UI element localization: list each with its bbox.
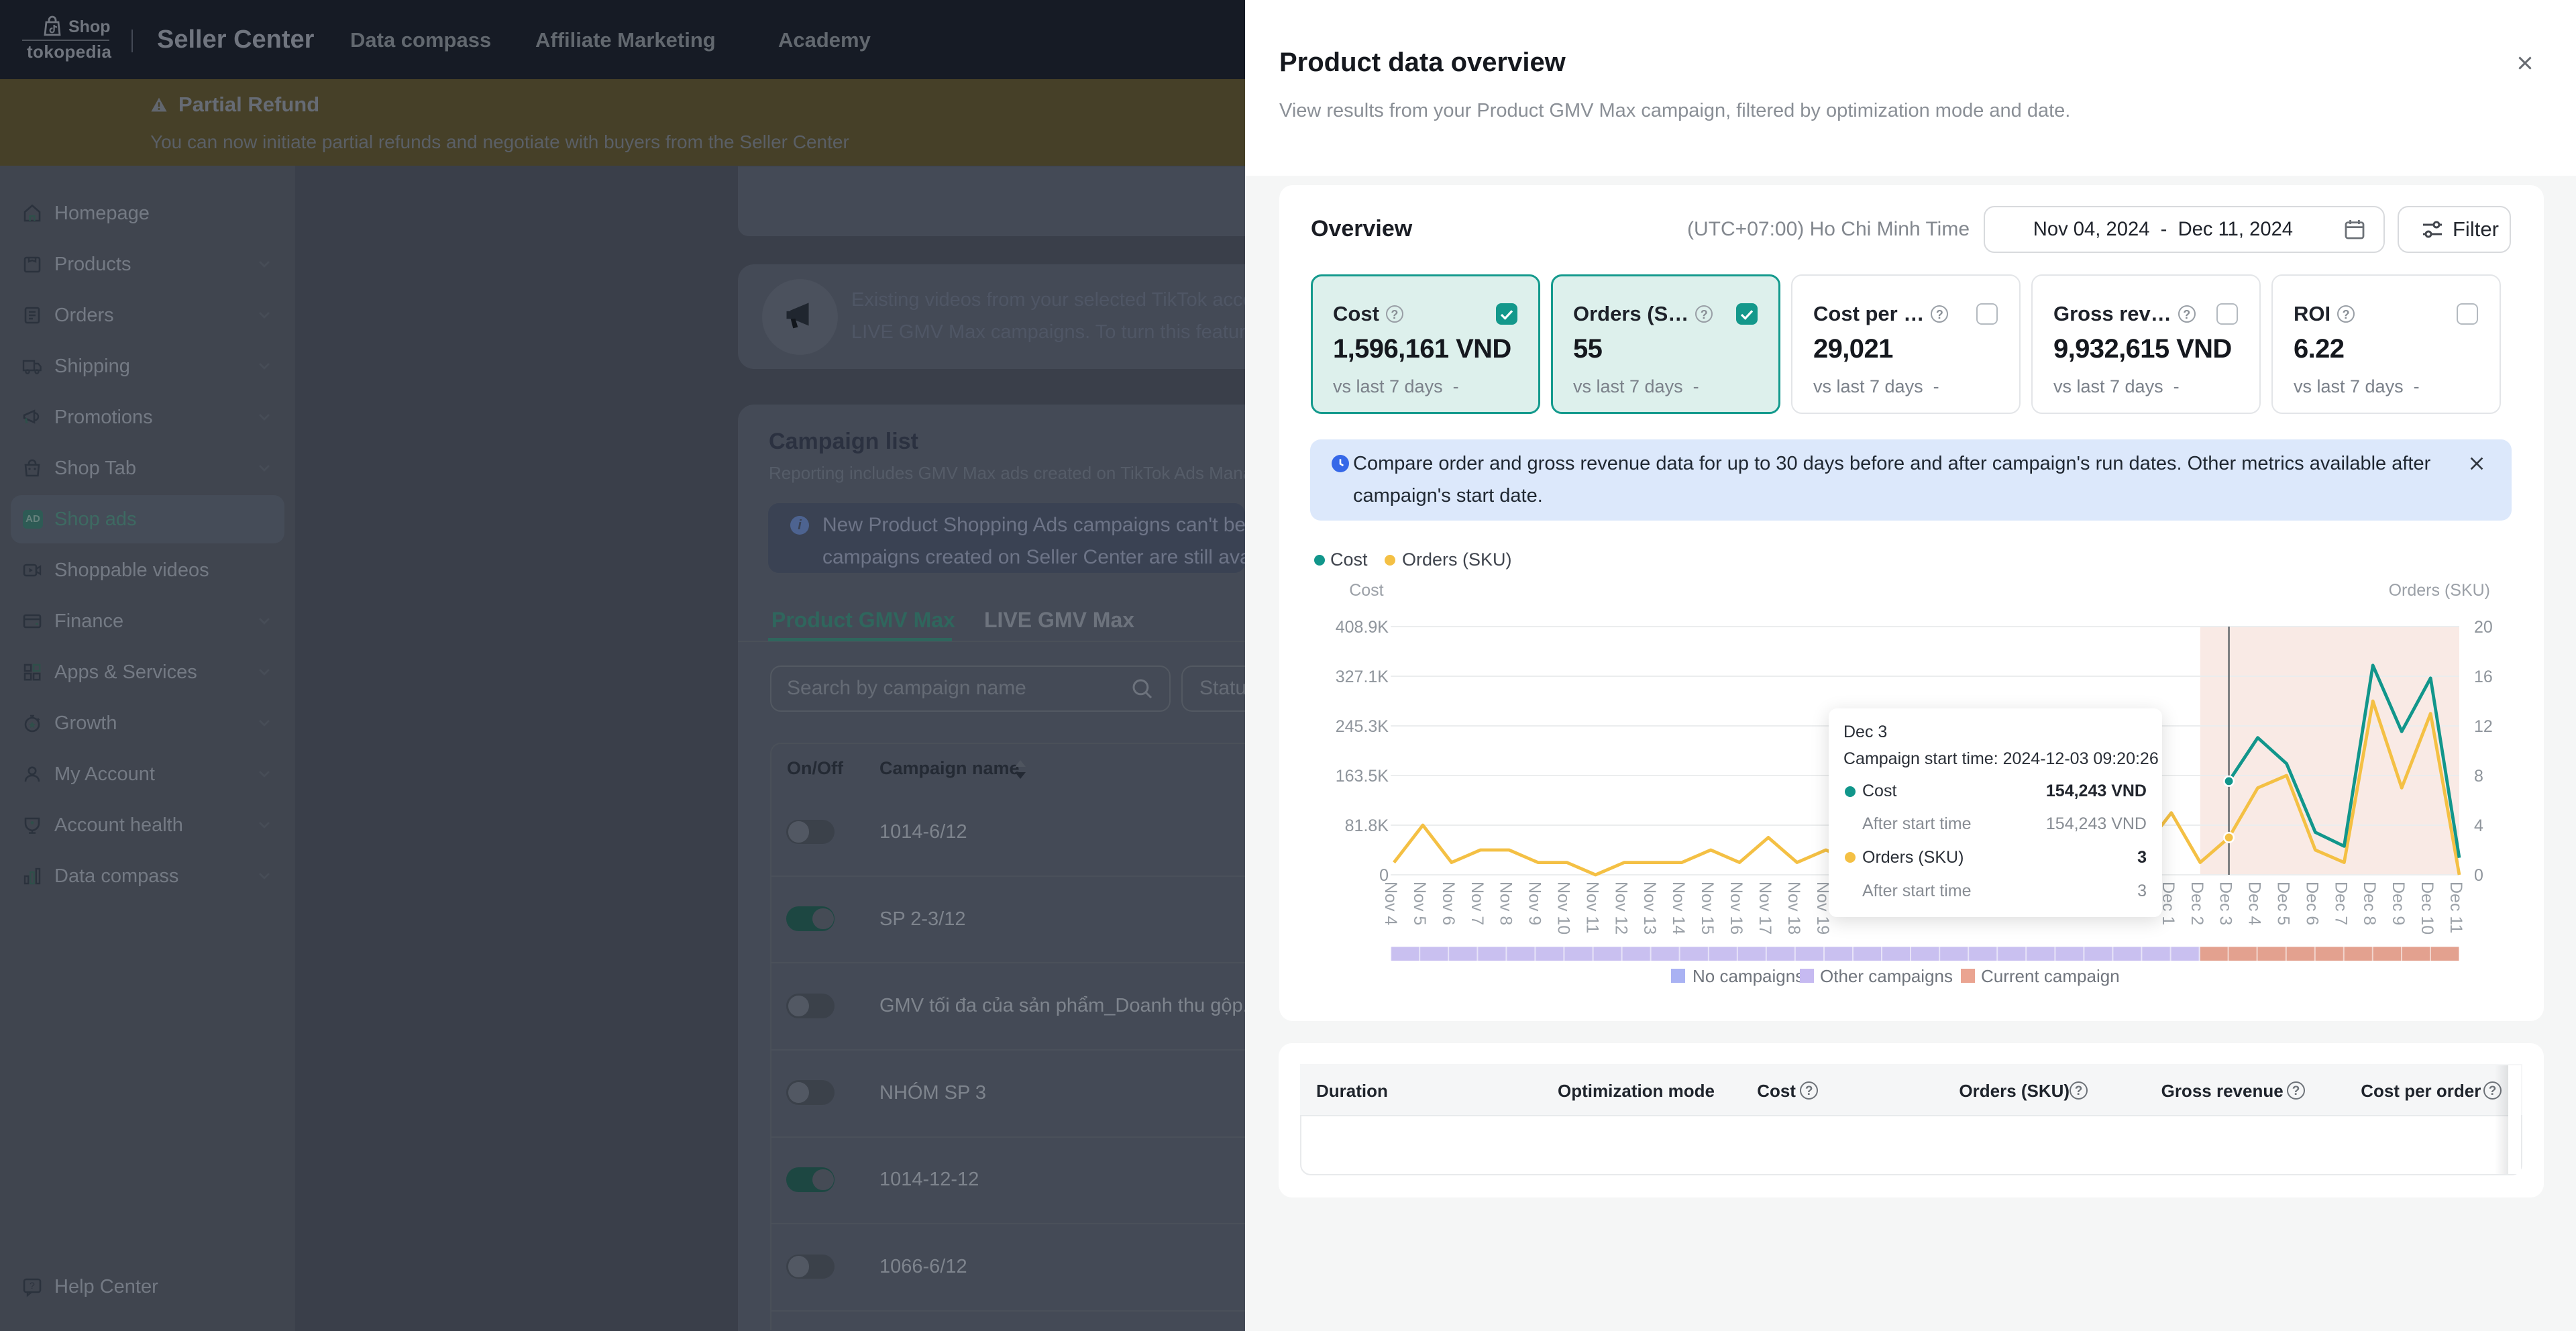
svg-text:Shop: Shop bbox=[68, 17, 111, 36]
svg-text:?: ? bbox=[30, 1280, 35, 1291]
